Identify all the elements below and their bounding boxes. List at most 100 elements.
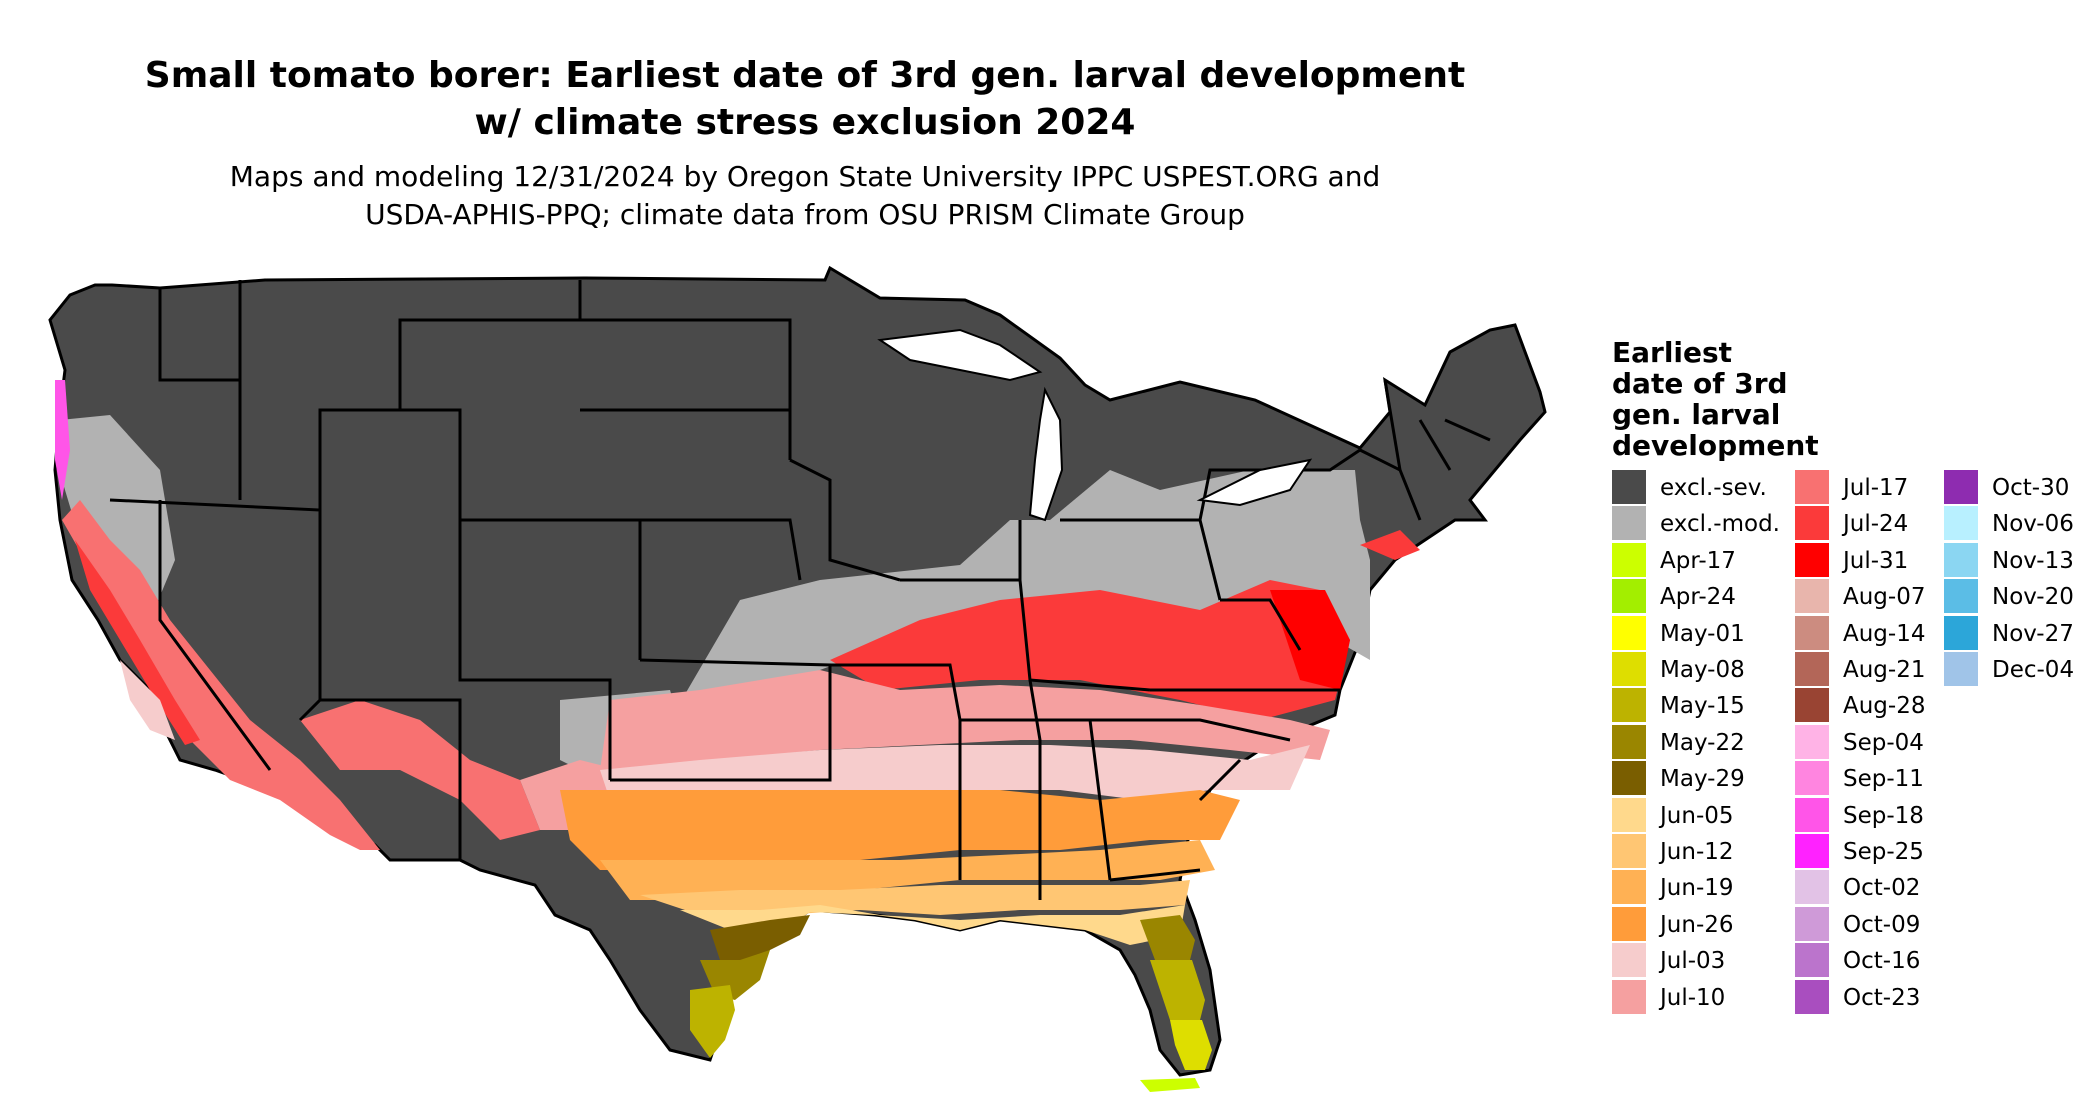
legend-swatch [1612, 979, 1646, 1014]
legend-label: Jun-26 [1660, 911, 1734, 938]
legend-label: Jun-19 [1660, 875, 1734, 902]
zone-jul-03 [600, 745, 1310, 800]
legend-title-line-2: date of 3rd [1612, 367, 1788, 400]
legend-label: Dec-04 [1992, 657, 2075, 683]
legend-label: Jul-10 [1660, 984, 1726, 1011]
zone-west-coast-jul-24 [75, 540, 200, 745]
zone-jul-31 [1270, 590, 1350, 690]
legend-swatch [1795, 579, 1829, 614]
lake-superior [877, 328, 1043, 382]
legend-label: Aug-07 [1843, 584, 1926, 611]
legend-label: excl.-mod. [1660, 511, 1780, 538]
legend-label: May-01 [1660, 620, 1745, 647]
legend-swatch [1795, 688, 1829, 723]
legend-label: Oct-09 [1843, 911, 1921, 938]
legend-swatch [1944, 542, 1978, 577]
legend-swatch [1795, 797, 1829, 832]
legend-swatch [1612, 761, 1646, 796]
legend-swatch [1795, 943, 1829, 978]
legend-swatch [1795, 834, 1829, 868]
lake-michigan [1028, 386, 1064, 522]
legend-label: Oct-23 [1843, 984, 1921, 1011]
legend-swatch [1795, 470, 1829, 504]
legend-label: May-15 [1660, 693, 1745, 720]
legend-swatch [1612, 943, 1646, 978]
map-subtitle-line-2: USDA-APHIS-PPQ; climate data from OSU PR… [365, 198, 1245, 231]
zone-may-15-texas [690, 985, 735, 1058]
legend-swatch [1944, 652, 1978, 686]
legend-swatch [1612, 652, 1646, 686]
legend-swatch [1612, 906, 1646, 941]
legend-title: Earliest date of 3rd gen. larval develop… [1612, 337, 1819, 461]
zone-southwest-jul [300, 700, 540, 840]
legend-title-line-3: gen. larval [1612, 398, 1781, 431]
legend-label: Jul-24 [1843, 511, 1909, 538]
legend-label: May-29 [1660, 766, 1745, 793]
legend-label: Oct-02 [1843, 875, 1921, 902]
legend-label: Oct-16 [1843, 948, 1921, 975]
legend-label: Oct-30 [1992, 475, 2070, 501]
map-subtitle: Maps and modeling 12/31/2024 by Oregon S… [0, 158, 1610, 234]
legend-swatch [1612, 688, 1646, 723]
zone-jun-26 [560, 790, 1240, 870]
legend-label: Sep-04 [1843, 729, 1924, 756]
zone-northeast-coast [1360, 530, 1420, 560]
legend-label: Aug-28 [1843, 693, 1926, 720]
legend-label: Apr-24 [1660, 584, 1736, 611]
zone-west-coast-pink [120, 660, 175, 740]
zone-florida-may-15 [1150, 960, 1205, 1020]
legend-label: Jun-05 [1660, 802, 1734, 829]
zone-florida-may-22 [1140, 915, 1195, 960]
legend-label: May-22 [1660, 729, 1745, 756]
legend-label: Nov-27 [1992, 620, 2074, 647]
legend-swatch [1795, 724, 1829, 759]
legend-swatch [1795, 979, 1829, 1014]
legend-swatch [1795, 652, 1829, 686]
state-borders [109, 280, 1491, 900]
legend-swatch [1795, 542, 1829, 577]
legend-label: May-08 [1660, 657, 1745, 683]
legend-swatch [1612, 834, 1646, 868]
zone-jul-24 [830, 580, 1350, 720]
legend-label: Aug-14 [1843, 620, 1926, 647]
legend-swatch [1612, 870, 1646, 905]
legend-swatch [1795, 870, 1829, 905]
legend-swatch [1795, 506, 1829, 541]
legend-label: Sep-25 [1843, 839, 1924, 865]
legend-swatch [1944, 470, 1978, 504]
legend-label: Jun-12 [1660, 839, 1734, 865]
legend-swatch [1612, 579, 1646, 614]
legend-swatch [1612, 506, 1646, 541]
legend-label: Sep-11 [1843, 766, 1924, 793]
zone-jun-12 [640, 880, 1190, 915]
legend-label: Jul-31 [1843, 547, 1909, 574]
zone-west-coast-jul [62, 500, 380, 850]
legend-swatch [1795, 906, 1829, 941]
zone-florida-may-08 [1170, 1020, 1212, 1070]
zone-jun-19 [600, 840, 1215, 900]
legend-swatch [1612, 542, 1646, 577]
zone-jun-05 [680, 905, 1185, 945]
lake-erie [1196, 458, 1313, 507]
legend-label: Jul-03 [1660, 948, 1726, 975]
legend-swatch [1612, 724, 1646, 759]
map-title: Small tomato borer: Earliest date of 3rd… [0, 52, 1610, 146]
legend-title-line-1: Earliest [1612, 336, 1733, 369]
map-subtitle-line-1: Maps and modeling 12/31/2024 by Oregon S… [229, 160, 1381, 193]
legend-label: Aug-21 [1843, 657, 1926, 683]
map-title-line-1: Small tomato borer: Earliest date of 3rd… [144, 55, 1466, 96]
zone-may-29 [710, 915, 810, 970]
legend-label: excl.-sev. [1660, 475, 1767, 501]
zone-florida-apr-17 [1140, 1078, 1200, 1092]
legend-swatch [1795, 761, 1829, 796]
legend-label: Apr-17 [1660, 547, 1736, 574]
legend-swatch [1612, 470, 1646, 504]
legend-swatch [1944, 615, 1978, 650]
us-map [48, 265, 1547, 1092]
zone-excl-moderate-west [60, 415, 175, 620]
zone-coast-sep [55, 380, 70, 500]
legend-title-line-4: development [1612, 429, 1819, 462]
legend-label: Sep-18 [1843, 802, 1924, 829]
legend-swatch [1612, 615, 1646, 650]
zone-jul-10 [600, 670, 1330, 780]
